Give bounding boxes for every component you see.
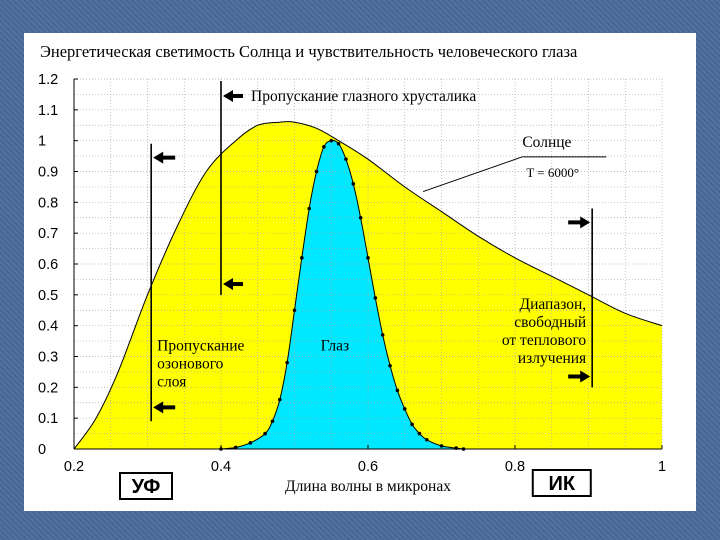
eye-point-18 xyxy=(373,296,378,300)
x-tick-label: 0.4 xyxy=(211,459,231,475)
series-line-0 xyxy=(73,121,663,450)
thermal-arrow-top-head xyxy=(580,216,591,229)
lens-arrow-top-head xyxy=(223,89,233,102)
tick-layer: 0 0.1 0.2 0.3 0.4 0.5 0.6 0.7 0.8 0.9 1 1.1 1.2 0.2 0.… xyxy=(38,72,666,475)
annotation-layer: Пропускание глазного хрусталика Пропускан… xyxy=(119,81,607,500)
ozone-arrow-bottom-head xyxy=(153,401,164,414)
eye-point-8 xyxy=(300,256,304,260)
x-tick-label: 1 xyxy=(658,459,666,475)
eye-point-15 xyxy=(351,182,356,186)
y-tick-label: 1 xyxy=(38,134,46,150)
y-tick-label: 0.4 xyxy=(38,319,58,335)
eye-point-24 xyxy=(417,431,422,436)
eye-point-20 xyxy=(388,363,392,368)
y-tick-label: 0 xyxy=(38,442,46,458)
chart: Энергетическая светимость Солнца и чувст… xyxy=(38,42,666,500)
eye-point-3 xyxy=(263,431,267,436)
y-tick-label: 1.2 xyxy=(38,72,58,88)
eye-point-7 xyxy=(292,308,297,313)
ir-label: ИК xyxy=(548,473,575,495)
x-tick-label: 0.2 xyxy=(64,459,84,475)
eye-point-21 xyxy=(395,388,400,393)
lens-arrow-bottom-head xyxy=(223,278,233,291)
sun-leader-line xyxy=(422,156,523,193)
eye-point-22 xyxy=(402,407,407,411)
eye-point-4 xyxy=(270,419,275,424)
series-area-1 xyxy=(221,140,464,449)
x-axis-label: Длина волны в микронах xyxy=(285,478,451,495)
y-tick-label: 0.1 xyxy=(38,411,58,427)
y-tick-label: 1.1 xyxy=(38,103,58,119)
temperature-label: T = 6000° xyxy=(526,165,579,180)
thermal-label-line: свободный xyxy=(514,314,586,331)
ozone-arrow-top-head xyxy=(153,151,164,164)
eye-point-23 xyxy=(410,422,414,427)
thermal-arrow-bottom-head xyxy=(580,370,591,383)
eye-point-13 xyxy=(336,141,341,146)
lens-transmission-label: Пропускание глазного хрусталика xyxy=(251,88,476,105)
chart-title: Энергетическая светимость Солнца и чувст… xyxy=(40,42,578,61)
eye-point-6 xyxy=(285,360,289,365)
uv-label: УФ xyxy=(132,476,161,498)
x-tick-label: 0.8 xyxy=(505,459,525,475)
eye-point-14 xyxy=(344,157,348,161)
sun-label: Солнце xyxy=(522,134,571,151)
ozone-label-line: слоя xyxy=(157,374,186,391)
thermal-label-line: от теплового xyxy=(502,332,587,349)
ozone-label-line: озонового xyxy=(157,356,224,373)
x-tick-label: 0.6 xyxy=(358,459,378,475)
eye-point-11 xyxy=(322,145,326,149)
eye-label: Глаз xyxy=(321,338,350,355)
eye-point-10 xyxy=(314,169,319,174)
y-tick-label: 0.8 xyxy=(38,195,58,211)
thermal-label-line: Диапазон, xyxy=(520,296,587,313)
slide-canvas: Энергетическая светимость Солнца и чувст… xyxy=(24,33,696,511)
y-tick-label: 0.2 xyxy=(38,380,58,396)
eye-point-12 xyxy=(329,138,334,143)
eye-point-5 xyxy=(278,397,282,402)
y-tick-label: 0.5 xyxy=(38,288,58,304)
eye-point-26 xyxy=(439,444,444,448)
ir-box xyxy=(531,469,592,497)
y-tick-label: 0.3 xyxy=(38,350,58,366)
y-tick-label: 0.7 xyxy=(38,226,58,242)
ozone-label-line: Пропускание xyxy=(157,338,244,355)
eye-point-9 xyxy=(307,206,312,211)
eye-point-1 xyxy=(233,445,238,450)
eye-point-2 xyxy=(248,441,253,445)
eye-point-16 xyxy=(358,215,363,220)
y-tick-label: 0.9 xyxy=(38,165,58,181)
eye-point-17 xyxy=(366,256,370,260)
uv-box xyxy=(119,472,173,500)
y-tick-label: 0.6 xyxy=(38,257,58,273)
plot-area: 0 0.1 0.2 0.3 0.4 0.5 0.6 0.7 0.8 0.9 1 1.1 1.2 0.2 0.… xyxy=(38,72,666,500)
thermal-label-line: излучения xyxy=(518,350,586,367)
eye-point-19 xyxy=(380,333,385,337)
eye-point-25 xyxy=(425,437,429,442)
